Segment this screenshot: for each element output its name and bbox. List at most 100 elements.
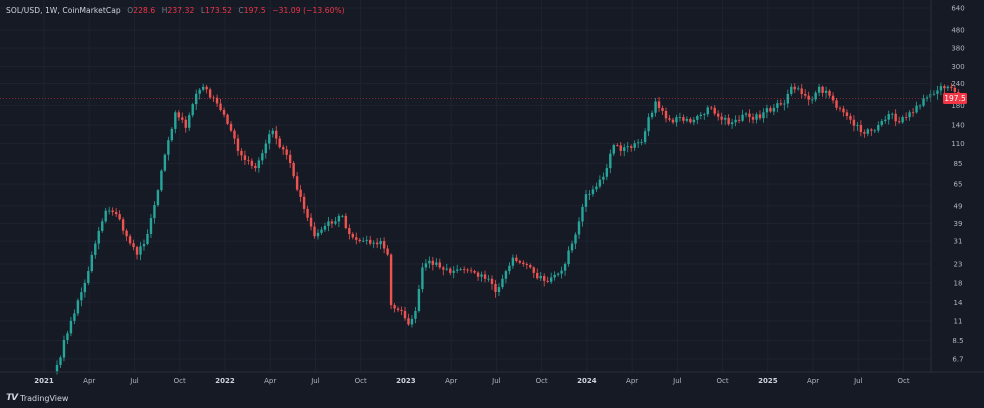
y-tick-label: 110 [951, 140, 964, 148]
candle-body [536, 272, 539, 279]
candle-body [539, 275, 542, 279]
candle [849, 113, 852, 124]
candle-body [337, 215, 341, 222]
candle [887, 110, 890, 125]
candle-body [114, 212, 118, 215]
y-tick-label: 85 [954, 160, 963, 168]
candle [891, 112, 894, 120]
candle-body [108, 210, 111, 212]
candle [201, 83, 205, 92]
low-value: 173.52 [205, 6, 232, 15]
candle [737, 115, 741, 124]
candle-body [863, 132, 866, 134]
candle-body [904, 117, 908, 118]
x-tick-label: Apr [807, 377, 819, 385]
candle-body [459, 269, 462, 271]
candle-body [104, 210, 107, 222]
candle [783, 99, 786, 111]
candle [111, 207, 114, 216]
candle [682, 114, 685, 124]
candle-body [873, 130, 876, 132]
candle-body [229, 123, 233, 131]
candle [904, 112, 908, 121]
candle-body [375, 242, 379, 245]
candle [689, 117, 692, 124]
symbol-label[interactable]: SOL/USD, 1W, CoinMarketCap [6, 6, 121, 15]
candle [793, 83, 796, 94]
candle [553, 271, 556, 281]
candle-body [678, 117, 682, 118]
candle-body [525, 264, 528, 265]
candle-body [849, 116, 852, 120]
candle-body [396, 308, 400, 310]
candle-body [671, 119, 675, 123]
candle [692, 116, 696, 126]
candle-body [619, 145, 622, 151]
candle [156, 188, 160, 207]
candle-body [751, 117, 755, 120]
candle [605, 163, 609, 181]
candle-body [723, 117, 727, 120]
candle-body [650, 112, 654, 118]
candle-body [727, 117, 730, 125]
candle-body [891, 113, 894, 115]
candle-body [887, 114, 890, 120]
candle-body [692, 119, 696, 123]
candle [348, 224, 351, 240]
candle-body [640, 142, 643, 143]
candle [911, 108, 915, 117]
candle-body [682, 117, 685, 121]
candle-body [703, 114, 706, 116]
candle-body [831, 95, 835, 101]
candle [452, 266, 455, 279]
candle-body [553, 274, 556, 278]
candle [254, 162, 257, 172]
candle-body [195, 93, 198, 105]
candle [309, 213, 313, 231]
candle-body [755, 114, 758, 120]
candle [727, 114, 730, 126]
time-axis[interactable]: 2021 Apr Jul Oct 2022 Apr Jul Oct 2023 Apr Jul Oct 2… [34, 377, 910, 385]
candle [814, 90, 817, 102]
candle [76, 298, 80, 317]
candle [915, 101, 918, 114]
candle-body [170, 128, 174, 141]
candle-body [386, 248, 389, 255]
candle-body [351, 233, 354, 238]
price-axis[interactable]: 6.7 8.5 11 14 18 23 31 39 49 65 85 110 140 180 240 300 3… [951, 5, 964, 364]
y-tick-label: 23 [954, 261, 963, 269]
candle-body [372, 242, 375, 244]
candle-body [445, 268, 448, 270]
candle [901, 115, 904, 124]
candle-body [790, 86, 793, 94]
candle [375, 237, 379, 249]
y-tick-label: 18 [954, 279, 963, 287]
candle-body [438, 262, 441, 268]
candle [101, 218, 104, 233]
candle [741, 109, 744, 123]
candle-body [139, 246, 142, 255]
candle-body [379, 241, 382, 245]
tradingview-logo[interactable]: 𝙏𝙑 TradingView [6, 393, 68, 403]
close-label: C [238, 6, 244, 15]
candle-body [282, 147, 285, 150]
candle [616, 143, 619, 147]
candle-body [713, 107, 716, 114]
candle-body [184, 119, 187, 128]
candle [483, 270, 487, 283]
candle [751, 113, 755, 124]
candle [560, 266, 563, 279]
candle-body [598, 179, 602, 187]
candle-body [431, 260, 435, 265]
candle-body [257, 160, 261, 169]
candle-body [783, 103, 786, 105]
candle [181, 112, 184, 123]
candle-body [918, 105, 922, 107]
candle-body [222, 110, 226, 115]
candle-body [529, 264, 532, 268]
candle [804, 89, 807, 99]
candle [212, 95, 215, 103]
candle [918, 104, 922, 110]
candle [664, 107, 668, 123]
